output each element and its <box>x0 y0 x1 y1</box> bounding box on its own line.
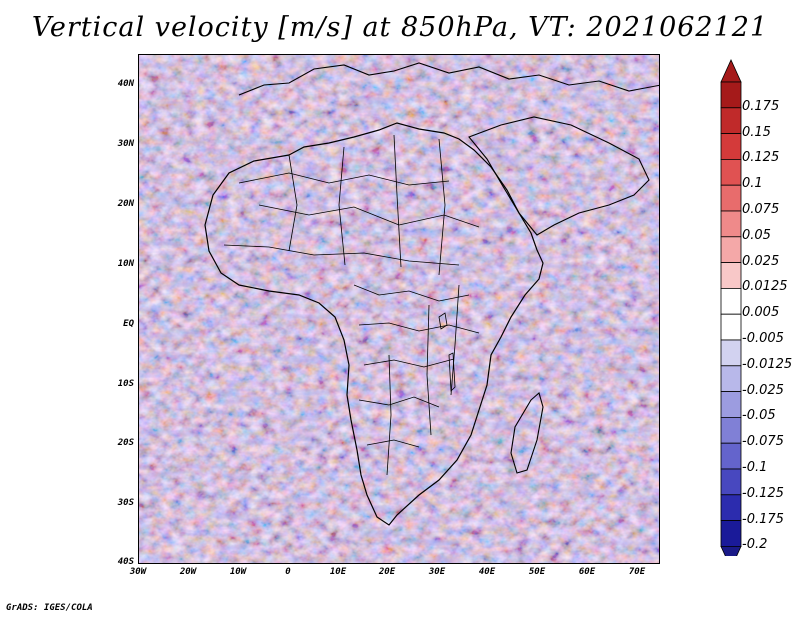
colorbar-box <box>720 313 742 341</box>
colorbar-level-label: 0.15 <box>742 124 771 140</box>
lon-label: 10W <box>229 567 247 577</box>
lat-label: 30N <box>117 139 134 149</box>
colorbar-box <box>720 133 742 160</box>
lake-outlines <box>438 312 456 392</box>
colorbar-box <box>720 391 742 418</box>
lat-label: 20N <box>117 199 134 209</box>
colorbar-max-arrow <box>720 59 742 83</box>
colorbar-level-label: -0.005 <box>742 331 784 346</box>
lat-label: 20S <box>117 438 134 448</box>
lon-label: 60E <box>578 567 596 577</box>
colorbar-box <box>720 81 742 109</box>
lon-label: 20W <box>179 567 197 577</box>
colorbar-level-label: -0.05 <box>742 408 776 424</box>
lat-label: 40N <box>117 79 134 89</box>
lon-label: 40E <box>478 567 496 577</box>
lon-label: 30W <box>129 567 147 577</box>
colorbar-level-label: -0.175 <box>742 511 784 527</box>
lat-label: 40S <box>117 557 134 567</box>
colorbar-box <box>720 416 742 444</box>
colorbar-box <box>720 520 742 547</box>
map-plot-area <box>138 54 660 564</box>
colorbar-level-label: 0.075 <box>742 202 780 217</box>
colorbar-box <box>720 442 742 470</box>
colorbar-level-label: 0.05 <box>742 227 771 243</box>
lat-label: EQ <box>123 319 134 329</box>
europe-coast <box>238 62 659 96</box>
colorbar-level-label: 0.1 <box>742 176 763 192</box>
colorbar-level-label: 0.005 <box>742 305 780 321</box>
colorbar-box <box>720 468 742 496</box>
colorbar-box <box>720 236 742 264</box>
colorbar-box <box>720 339 742 367</box>
lon-label: 30E <box>428 567 446 577</box>
colorbar-level-label: -0.025 <box>742 382 784 398</box>
colorbar-box <box>720 262 742 289</box>
colorbar-box <box>720 210 742 238</box>
lat-label: 10S <box>117 379 134 389</box>
colorbar-level-label: 0.0125 <box>742 279 788 295</box>
colorbar-box <box>720 184 742 212</box>
colorbar-level-label: 0.175 <box>742 98 780 114</box>
colorbar <box>720 59 742 556</box>
colorbar-level-label: -0.075 <box>742 434 784 450</box>
lon-label: 0 <box>285 567 291 577</box>
lat-label: 30S <box>117 498 134 508</box>
colorbar-box <box>720 365 742 392</box>
colorbar-box <box>720 107 742 134</box>
africa-outline <box>204 122 544 526</box>
lon-label: 70E <box>628 567 646 577</box>
colorbar-level-label: 0.125 <box>742 150 780 166</box>
colorbar-box <box>720 159 742 186</box>
colorbar-min-arrow <box>720 546 742 556</box>
colorbar-level-label: -0.2 <box>742 537 768 553</box>
footer-credit: GrADS: IGES/COLA <box>6 603 93 613</box>
country-borders <box>223 134 480 476</box>
vertical-velocity-field <box>139 55 659 563</box>
lon-label: 10E <box>329 567 347 577</box>
lon-label: 50E <box>528 567 546 577</box>
map-title: Vertical velocity [m/s] at 850hPa, VT: 2… <box>31 12 769 43</box>
colorbar-boxes <box>720 59 742 556</box>
arabia-outline <box>468 116 650 236</box>
colorbar-level-label: -0.125 <box>742 485 784 501</box>
colorbar-level-label: -0.0125 <box>742 356 793 372</box>
colorbar-level-label: 0.025 <box>742 253 780 269</box>
madagascar-outline <box>510 392 544 474</box>
colorbar-box <box>720 494 742 521</box>
lon-label: 20E <box>378 567 396 577</box>
colorbar-box <box>720 287 742 315</box>
lat-label: 10N <box>117 259 134 269</box>
colorbar-level-label: -0.1 <box>742 460 768 475</box>
